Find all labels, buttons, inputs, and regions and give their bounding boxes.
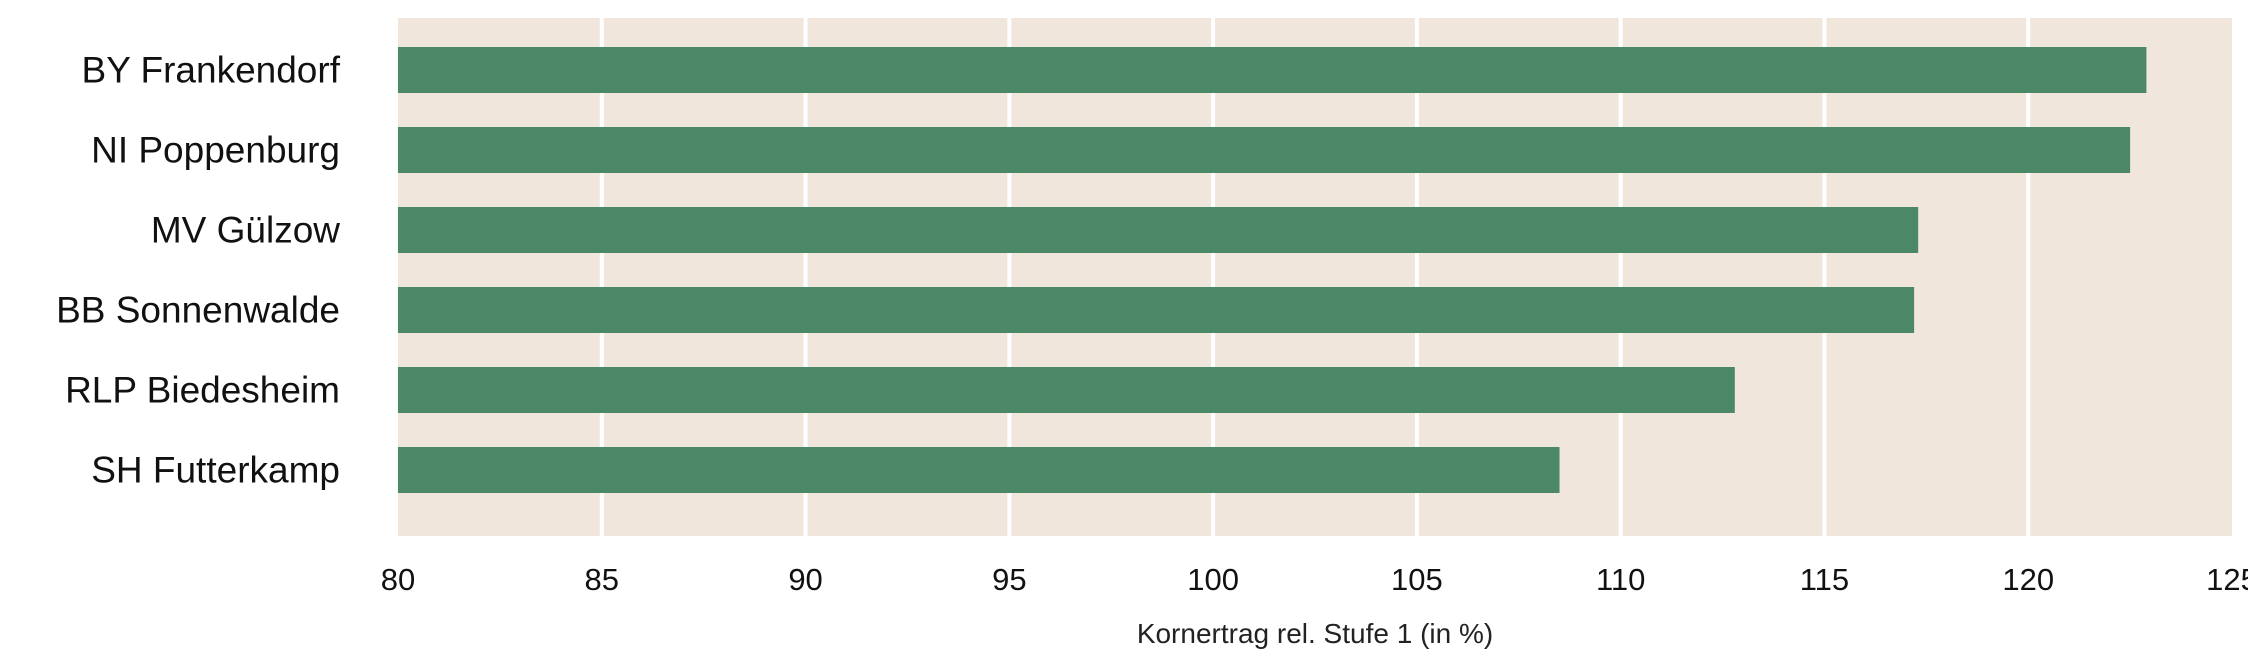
x-tick-label: 115 (1800, 562, 1849, 597)
category-label: RLP Biedesheim (65, 370, 340, 411)
bar (398, 367, 1735, 413)
bar (398, 127, 2131, 173)
bar (398, 47, 2147, 93)
x-tick-label: 105 (1391, 562, 1443, 597)
gridlines (599, 18, 2031, 536)
category-labels: BY Frankendorf NI Poppenburg MV Gülzow BB S… (56, 50, 341, 491)
bar (398, 207, 1919, 253)
category-label: MV Gülzow (151, 210, 340, 251)
x-tick-label: 95 (992, 562, 1026, 597)
x-axis-title: Kornertrag rel. Stufe 1 (in %) (1137, 618, 1493, 649)
x-tick-label: 85 (585, 562, 619, 597)
category-label: BB Sonnenwalde (56, 290, 340, 331)
bar (398, 287, 1915, 333)
category-label: SH Futterkamp (91, 450, 340, 491)
x-tick-label: 110 (1596, 562, 1645, 597)
category-label: NI Poppenburg (91, 130, 340, 171)
x-tick-label: 90 (788, 562, 822, 597)
x-tick-label: 100 (1187, 562, 1239, 597)
x-tick-label: 80 (381, 562, 415, 597)
bar (398, 447, 1560, 493)
bars (398, 47, 2147, 493)
category-label: BY Frankendorf (82, 50, 341, 91)
x-tick-label: 120 (2002, 562, 2054, 597)
x-tick-labels: 80 85 90 95 100 105 110 115 120 125 (381, 562, 2248, 597)
x-tick-label: 125 (2206, 562, 2248, 597)
